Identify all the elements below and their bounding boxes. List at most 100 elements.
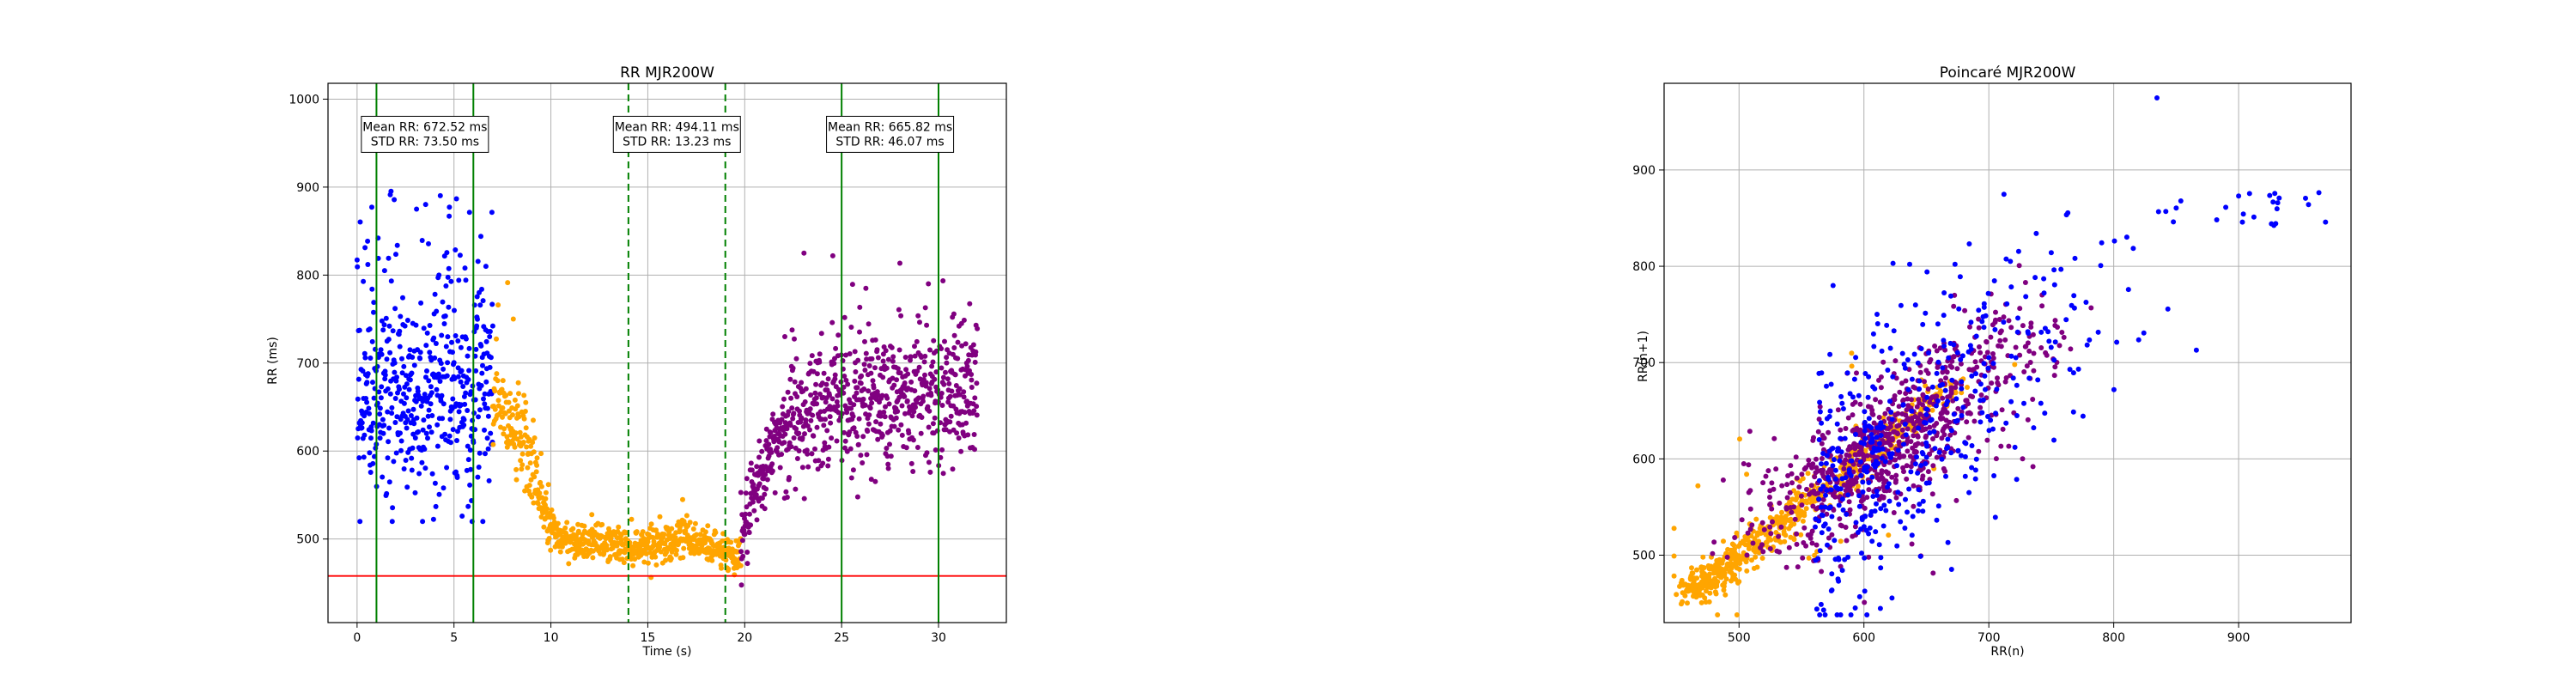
data-point [1860,479,1866,485]
data-point [751,508,757,514]
data-point [898,422,904,428]
data-point [827,414,833,420]
data-point [1984,350,1990,356]
data-point [747,511,752,517]
data-point [1972,359,1978,365]
data-point [557,549,563,555]
data-point [1749,522,1755,528]
data-point [2270,199,2276,205]
data-point [394,414,400,420]
data-point [380,416,386,423]
data-point [1941,344,1947,349]
data-point [428,401,434,407]
data-point [465,443,471,449]
data-point [404,318,410,323]
data-point [2068,346,2074,352]
data-point [2099,240,2105,246]
data-point [548,547,554,553]
data-point [1938,378,1944,384]
data-point [1715,612,1721,617]
data-point [857,304,863,310]
data-point [468,466,474,472]
data-point [424,330,430,336]
data-point [819,380,825,386]
data-point [969,372,975,377]
data-point [1922,379,1927,385]
data-point [621,560,627,566]
data-point [1934,454,1940,460]
data-point [1888,410,1894,415]
data-point [812,446,817,452]
y-axis-label: RR (ms) [266,337,280,385]
annotation-text: STD RR: 13.23 ms [623,135,731,149]
data-point [1820,496,1826,502]
data-point [1716,561,1722,567]
data-point [380,327,386,333]
data-point [2246,191,2252,197]
data-point [1923,411,1929,417]
data-point [875,355,881,361]
data-point [843,377,849,383]
data-point [1806,462,1812,468]
data-point [926,281,932,287]
data-point [371,309,376,315]
data-point [1993,410,1999,416]
data-point [473,346,479,352]
data-point [1934,348,1940,354]
data-point [410,355,416,360]
data-point [398,313,404,319]
data-point [787,475,792,480]
data-point [1935,359,1941,365]
data-point [482,427,487,433]
data-point [856,416,862,422]
data-point [854,434,860,439]
data-point [1880,359,1886,365]
data-point [1786,544,1792,550]
data-point [555,520,561,526]
data-point [802,399,808,404]
data-point [1886,481,1892,487]
data-point [663,557,669,563]
data-point [687,520,693,526]
data-point [2154,95,2160,100]
data-point [445,274,451,280]
data-point [2022,280,2028,285]
data-point [1721,587,1727,593]
data-point [1771,435,1777,441]
data-point [915,313,921,319]
data-point [954,430,960,436]
data-point [543,495,549,502]
data-point [908,354,914,360]
data-point [490,441,496,447]
data-point [962,410,968,416]
data-point [1858,472,1864,478]
data-point [1901,453,1907,459]
data-point [1838,538,1844,544]
data-point [749,467,755,473]
data-point [831,361,837,367]
data-point [1832,483,1838,489]
data-point [432,480,438,486]
data-point [849,282,855,288]
data-point [807,406,813,412]
data-point [1818,468,1824,473]
data-point [1680,599,1686,605]
data-point [930,359,936,365]
data-point [1728,578,1735,584]
data-point [368,428,374,434]
data-point [890,375,896,381]
data-point [1773,530,1779,535]
data-point [2001,314,2007,320]
data-point [1793,454,1799,460]
data-point [764,477,770,483]
data-point [390,328,396,334]
data-point [1854,475,1860,481]
y-axis-label: RR(n+1) [1637,331,1650,382]
data-point [872,337,878,343]
data-point [805,464,811,470]
data-point [949,388,955,394]
data-point [2020,323,2026,329]
data-point [1824,416,1830,422]
data-point [407,377,413,383]
data-point [437,379,443,384]
